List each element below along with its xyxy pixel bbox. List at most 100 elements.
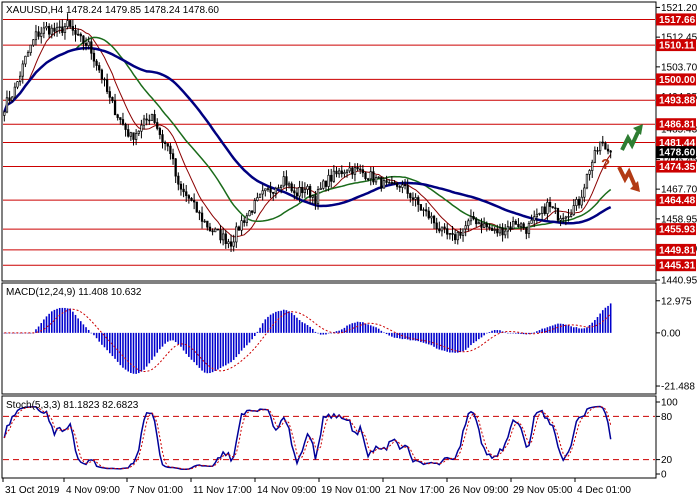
candle-body <box>287 183 291 186</box>
stoch-signal-line <box>3 406 612 470</box>
macd-bar <box>127 332 130 372</box>
macd-bar <box>151 332 153 360</box>
macd-bar <box>441 332 443 351</box>
candle-body <box>235 226 238 243</box>
arrow-down-icon <box>617 166 637 187</box>
macd-bar <box>430 332 433 346</box>
candle-body <box>556 208 560 221</box>
candle-body <box>272 191 275 194</box>
candle-body <box>406 185 409 194</box>
price-tick-label: 1440.95 <box>661 276 698 287</box>
candle-body <box>496 229 499 234</box>
candle-body <box>530 219 533 224</box>
candle-body <box>525 227 528 234</box>
candle-body <box>316 189 320 205</box>
candle-body <box>314 195 317 205</box>
macd-bar <box>504 332 507 333</box>
candle-body <box>21 63 24 77</box>
macd-bar <box>422 332 425 343</box>
macd-bar <box>56 308 58 333</box>
candle-body <box>430 215 433 219</box>
macd-bar <box>507 332 509 334</box>
macd-label: MACD(12,24,9) 11.408 10.632 <box>6 287 142 298</box>
candle-body <box>369 171 372 180</box>
candle-body <box>533 216 536 221</box>
macd-bar <box>277 311 280 333</box>
macd-bar <box>443 332 446 351</box>
macd-bar <box>90 332 93 334</box>
macd-bar <box>433 332 435 347</box>
candle-body <box>432 215 436 224</box>
level-tag <box>656 39 696 52</box>
macd-bar <box>261 323 264 333</box>
candle-body <box>403 184 407 187</box>
candle-body <box>92 52 96 62</box>
candle-body <box>422 209 425 211</box>
candle-body <box>61 26 64 33</box>
candle-body <box>211 230 214 233</box>
candle-body <box>469 216 473 222</box>
candle-body <box>84 43 88 46</box>
macd-bar <box>565 324 567 333</box>
candle-body <box>187 195 191 199</box>
macd-bar <box>235 332 238 358</box>
macd-bar <box>95 332 98 339</box>
candle-body <box>95 60 98 66</box>
macd-bar <box>145 332 148 367</box>
macd-bar <box>285 310 288 333</box>
candle-body <box>248 210 251 217</box>
macd-bar <box>359 322 362 333</box>
price-tick-label: 1467.70 <box>661 185 698 196</box>
time-tick-label: 4 Dec 01:00 <box>577 485 631 496</box>
candle-body <box>522 223 525 229</box>
macd-bar <box>364 323 367 333</box>
macd-bar <box>372 326 375 333</box>
macd-bar <box>536 331 538 333</box>
macd-bar <box>425 332 427 344</box>
macd-bar <box>106 332 108 351</box>
macd-bar <box>346 325 348 333</box>
candle-body <box>340 170 343 175</box>
macd-bar <box>243 332 246 348</box>
time-tick-label: 31 Oct 2019 <box>5 485 60 496</box>
macd-bar <box>182 332 185 351</box>
macd-bar <box>290 312 293 333</box>
macd-bar <box>156 332 159 353</box>
candle-body <box>559 218 562 221</box>
macd-bar <box>554 324 557 333</box>
candle-body <box>208 226 212 232</box>
macd-bar <box>512 332 514 334</box>
macd-bar <box>459 332 462 353</box>
level-tag-label: 1486.81 <box>659 120 696 131</box>
macd-bar <box>58 307 61 333</box>
candle-body <box>63 26 67 33</box>
macd-bar <box>230 332 232 363</box>
macd-bar <box>362 322 364 333</box>
candle-body <box>562 217 565 220</box>
macd-bar <box>417 332 420 342</box>
macd-bar <box>464 332 467 350</box>
macd-bar <box>522 332 525 335</box>
stoch-main-line <box>3 405 612 470</box>
candle-body <box>337 170 341 175</box>
candle-body <box>585 173 589 189</box>
candle-body <box>158 128 162 135</box>
macd-bar <box>438 332 441 350</box>
price-tick-label: 1503.70 <box>661 62 698 73</box>
candle-body <box>237 226 241 231</box>
macd-bar <box>356 321 359 333</box>
macd-bar <box>50 311 53 333</box>
level-tag-label: 1517.66 <box>659 15 696 26</box>
candle-body <box>285 176 288 186</box>
macd-bar <box>64 307 66 333</box>
macd-bar <box>98 332 101 342</box>
macd-bar <box>594 320 596 333</box>
candle-body <box>119 117 122 120</box>
candle-body <box>134 133 138 140</box>
level-tag <box>656 136 696 149</box>
macd-signal-line <box>4 308 612 373</box>
candle-body <box>535 213 539 218</box>
macd-bar <box>338 330 340 333</box>
candle-body <box>42 27 46 34</box>
macd-bar <box>251 332 253 340</box>
